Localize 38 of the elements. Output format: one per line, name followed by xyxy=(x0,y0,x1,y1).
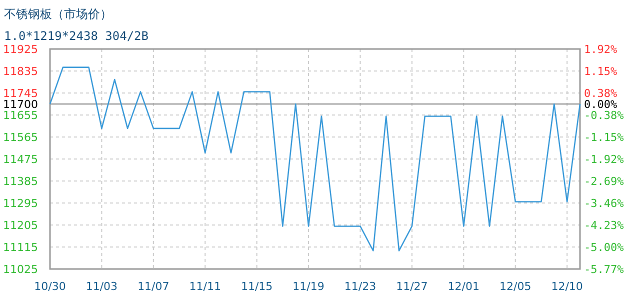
x-tick-label: 11/11 xyxy=(189,280,221,293)
y-tick-label: 11835 xyxy=(3,65,38,78)
y2-tick-label: -5.00% xyxy=(584,240,624,254)
y2-tick-label: -0.38% xyxy=(584,108,624,122)
y-tick-label: 11565 xyxy=(3,131,38,144)
y-tick-label: 11295 xyxy=(3,197,38,210)
x-tick-label: 11/27 xyxy=(396,280,428,293)
y2-tick-label: 0.00% xyxy=(584,98,618,111)
x-tick-label: 11/15 xyxy=(240,280,273,293)
y-tick-label: 11745 xyxy=(3,87,38,100)
y2-tick-label: 0.38% xyxy=(584,87,618,100)
y2-tick-label: -1.15% xyxy=(584,130,624,144)
chart-title: 不锈钢板（市场价） xyxy=(4,7,112,21)
y2-tick-label: 1.92% xyxy=(584,43,618,56)
x-tick-label: 11/19 xyxy=(292,280,324,293)
y-tick-label: 11115 xyxy=(3,241,38,254)
chart-subtitle: 1.0*1219*2438 304/2B xyxy=(4,29,148,43)
y-tick-label: 11700 xyxy=(3,98,38,111)
y-tick-label: 11475 xyxy=(3,153,38,166)
x-tick-label: 10/30 xyxy=(34,280,66,293)
x-tick-label: 11/23 xyxy=(344,280,376,293)
line-series xyxy=(49,66,581,252)
y-tick-label: 11925 xyxy=(3,43,38,56)
y-tick-label: 11385 xyxy=(3,175,38,188)
y-tick-label: 11655 xyxy=(3,109,38,122)
y2-tick-label: -4.23% xyxy=(584,218,624,232)
x-tick-label: 12/05 xyxy=(500,280,532,293)
x-tick-label: 11/03 xyxy=(86,280,118,293)
y2-tick-label: -5.77% xyxy=(584,263,624,276)
x-tick-label: 12/01 xyxy=(448,280,480,293)
x-tick-label: 12/10 xyxy=(551,280,583,293)
y2-tick-label: 1.15% xyxy=(584,65,618,78)
y2-tick-label: -3.46% xyxy=(584,196,624,210)
y2-tick-label: -1.92% xyxy=(584,152,624,166)
y2-tick-label: -2.69% xyxy=(584,174,624,188)
y-tick-label: 11025 xyxy=(3,263,38,276)
x-tick-label: 11/07 xyxy=(138,280,170,293)
y-tick-label: 11205 xyxy=(3,219,38,232)
